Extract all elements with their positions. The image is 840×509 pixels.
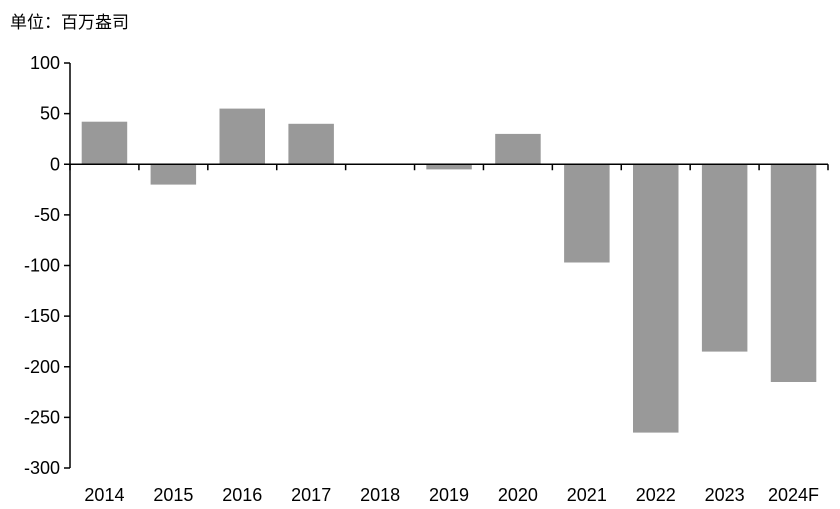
x-tick-label: 2024F (768, 485, 819, 505)
x-tick-label: 2015 (153, 485, 193, 505)
y-tick-label: -100 (24, 256, 60, 276)
bar-2016 (219, 108, 265, 165)
x-tick-label: 2021 (567, 485, 607, 505)
y-tick-label: -150 (24, 306, 60, 326)
bar-2015 (150, 164, 197, 185)
x-tick-label: 2019 (429, 485, 469, 505)
x-tick-label: 2016 (222, 485, 262, 505)
y-tick-label: 100 (30, 53, 60, 73)
x-tick-label: 2023 (705, 485, 745, 505)
x-tick-label: 2018 (360, 485, 400, 505)
x-tick-label: 2014 (84, 485, 124, 505)
bar-2014 (81, 121, 128, 165)
bar-2022 (633, 164, 679, 433)
x-tick-label: 2022 (636, 485, 676, 505)
x-tick-label: 2017 (291, 485, 331, 505)
y-tick-label: -200 (24, 357, 60, 377)
bar-2017 (288, 123, 334, 165)
bar-2021 (564, 164, 610, 263)
y-tick-label: -250 (24, 407, 60, 427)
x-tick-label: 2020 (498, 485, 538, 505)
labels-group: 100 50 0 -50 -100 -150 -200 -250 -300 2014 2015 201… (24, 53, 819, 505)
bar-2024F (770, 164, 817, 382)
y-tick-label: -50 (34, 205, 60, 225)
y-tick-label: -300 (24, 458, 60, 478)
axes-group (64, 62, 829, 469)
bar-2019 (426, 164, 472, 170)
y-tick-label: 50 (40, 104, 60, 124)
bar-2020 (495, 133, 541, 165)
y-tick-label: 0 (50, 154, 60, 174)
bar-2023 (701, 164, 748, 352)
unit-label: 单位：百万盎司 (10, 13, 129, 33)
bars-group (81, 108, 817, 433)
